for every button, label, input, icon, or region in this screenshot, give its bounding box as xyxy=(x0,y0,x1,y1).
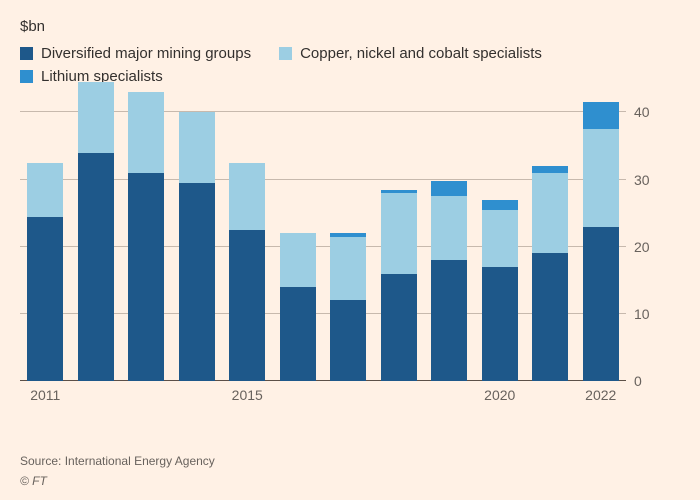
legend: Diversified major mining groups Copper, n… xyxy=(20,45,580,85)
bar-column xyxy=(179,99,215,381)
bar-segment-cunico xyxy=(482,210,518,267)
bar-segment-lithium xyxy=(583,102,619,129)
y-tick-label: 10 xyxy=(634,306,670,322)
bar-segment-diversified xyxy=(431,260,467,381)
bar-segment-cunico xyxy=(583,129,619,226)
bar-segment-diversified xyxy=(532,253,568,381)
y-tick-label: 30 xyxy=(634,172,670,188)
x-axis: 2011 2015 2020 2022 xyxy=(20,381,626,409)
bar-segment-cunico xyxy=(381,193,417,274)
y-tick-label: 20 xyxy=(634,239,670,255)
bar-column xyxy=(431,99,467,381)
legend-item: Diversified major mining groups xyxy=(20,45,251,62)
bar-segment-diversified xyxy=(482,267,518,381)
bar-column xyxy=(128,99,164,381)
credit-line: © FT xyxy=(20,472,215,490)
x-tick-label: 2011 xyxy=(30,387,60,403)
x-tick-label: 2015 xyxy=(232,387,263,403)
bar-segment-cunico xyxy=(179,112,215,183)
bar-segment-lithium xyxy=(532,166,568,173)
bar-column xyxy=(583,99,619,381)
bar-segment-cunico xyxy=(431,196,467,260)
legend-label: Copper, nickel and cobalt specialists xyxy=(300,45,542,62)
x-tick-label: 2022 xyxy=(585,387,616,403)
chart-container: $bn Diversified major mining groups Coppe… xyxy=(0,0,700,500)
legend-item: Copper, nickel and cobalt specialists xyxy=(279,45,542,62)
bar-segment-diversified xyxy=(280,287,316,381)
legend-label: Diversified major mining groups xyxy=(41,45,251,62)
source-line: Source: International Energy Agency xyxy=(20,452,215,470)
legend-swatch xyxy=(279,47,292,60)
bar-segment-cunico xyxy=(280,233,316,287)
bar-segment-cunico xyxy=(229,163,265,230)
bar-column xyxy=(482,99,518,381)
bar-segment-diversified xyxy=(78,153,114,381)
y-tick-label: 40 xyxy=(634,104,670,120)
bar-column xyxy=(381,99,417,381)
bar-segment-lithium xyxy=(431,181,467,196)
chart-footer: Source: International Energy Agency © FT xyxy=(20,452,215,490)
bar-segment-cunico xyxy=(330,237,366,301)
bar-column xyxy=(78,99,114,381)
bar-segment-lithium xyxy=(482,200,518,210)
bar-column xyxy=(330,99,366,381)
bar-segment-diversified xyxy=(179,183,215,381)
y-axis-title: $bn xyxy=(20,18,680,35)
bar-segment-cunico xyxy=(27,163,63,217)
bar-column xyxy=(229,99,265,381)
bar-column xyxy=(280,99,316,381)
y-tick-label: 0 xyxy=(634,373,670,389)
legend-swatch xyxy=(20,47,33,60)
bar-segment-diversified xyxy=(381,274,417,381)
x-tick-label: 2020 xyxy=(484,387,515,403)
bar-segment-diversified xyxy=(128,173,164,381)
legend-swatch xyxy=(20,70,33,83)
bar-segment-cunico xyxy=(128,92,164,173)
plot-area: 0 10 20 30 40 2011 2015 2020 2022 xyxy=(20,99,680,409)
bar-segment-lithium xyxy=(330,233,366,237)
bars-layer xyxy=(20,99,626,381)
bar-segment-diversified xyxy=(229,230,265,381)
bar-segment-diversified xyxy=(583,227,619,381)
bar-column xyxy=(532,99,568,381)
bar-segment-cunico xyxy=(78,82,114,153)
bar-segment-diversified xyxy=(27,217,63,382)
bar-segment-cunico xyxy=(532,173,568,254)
bar-segment-lithium xyxy=(381,190,417,193)
bar-column xyxy=(27,99,63,381)
bar-segment-diversified xyxy=(330,300,366,381)
